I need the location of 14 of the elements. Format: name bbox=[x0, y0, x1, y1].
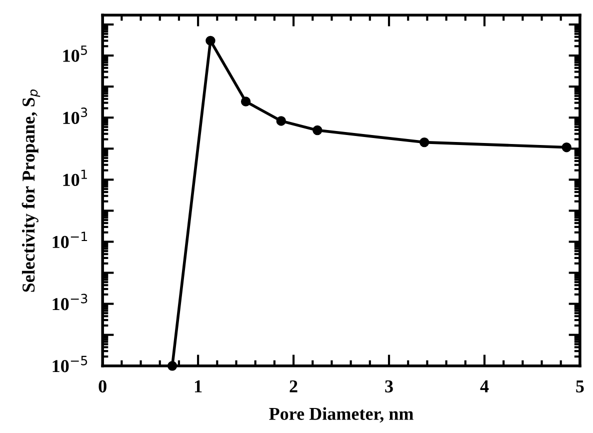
y-tick-label: 10$^{−3}$ bbox=[52, 294, 88, 310]
x-tick-label: 2 bbox=[290, 380, 298, 392]
y-tick-label: 10$^{1}$ bbox=[63, 170, 87, 186]
x-tick-label: 4 bbox=[480, 380, 489, 392]
y-tick-label: 10$^{5}$ bbox=[63, 46, 87, 62]
x-tick-label: 3 bbox=[385, 380, 393, 392]
y-axis-title: Selectivity for Propane, S$_{p}$ bbox=[22, 90, 40, 292]
x-axis-title: Pore Diameter, nm bbox=[269, 407, 414, 423]
x-tick-label: 0 bbox=[98, 380, 106, 392]
x-tick-label: 5 bbox=[576, 380, 584, 392]
y-tick-label: 10$^{−1}$ bbox=[52, 232, 88, 248]
x-tick-label: 1 bbox=[194, 380, 202, 392]
y-tick-label: 10$^{3}$ bbox=[63, 108, 88, 124]
y-tick-label: 10$^{−5}$ bbox=[52, 356, 88, 372]
